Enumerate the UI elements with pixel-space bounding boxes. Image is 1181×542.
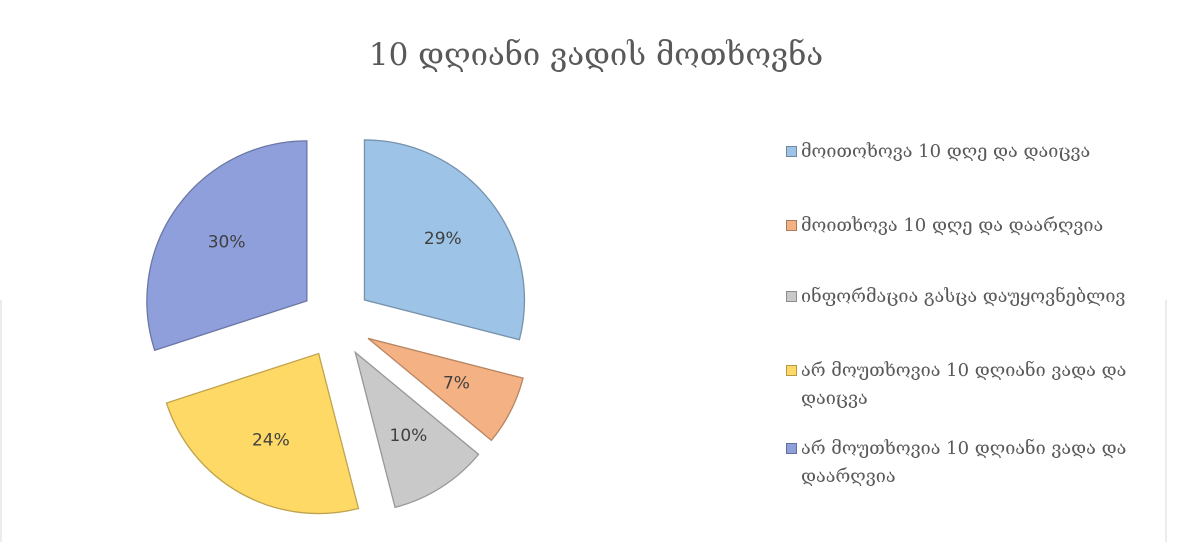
pie-slice: [146, 140, 308, 352]
pie-slice: [367, 337, 524, 442]
data-label: 29%: [424, 229, 462, 249]
legend-label: მოითხოვა 10 დღე და დაარღვია: [801, 215, 1104, 236]
data-label: 30%: [208, 233, 246, 253]
legend-swatch: [786, 291, 797, 302]
legend-item: მოითხოვა 10 დღე და დაარღვია: [786, 212, 1166, 240]
legend-item: არ მოუთხოვია 10 დღიანი ვადა და დაიცვა: [786, 357, 1166, 413]
legend-swatch: [786, 146, 797, 157]
legend-item: მოითოხოვა 10 დღე და დაიცვა: [786, 138, 1166, 166]
legend-item: ინფორმაცია გასცა დაუყოვნებლივ: [786, 283, 1166, 311]
pie-slice: [354, 350, 480, 509]
legend-label: ინფორმაცია გასცა დაუყოვნებლივ: [801, 286, 1126, 307]
data-label: 24%: [252, 430, 290, 450]
legend-swatch: [786, 443, 797, 454]
legend-label: არ მოუთხოვია 10 დღიანი ვადა და დაიცვა: [801, 360, 1127, 409]
legend-swatch: [786, 220, 797, 231]
data-label: 10%: [390, 426, 428, 446]
data-label: 7%: [443, 373, 470, 393]
legend-swatch: [786, 365, 797, 376]
chart-title: 10 დღიანი ვადის მოთხოვნა: [369, 37, 823, 73]
legend-label: მოითოხოვა 10 დღე და დაიცვა: [801, 141, 1091, 162]
legend-item: არ მოუთხოვია 10 დღიანი ვადა და დაარღვია: [786, 435, 1166, 491]
legend-label: არ მოუთხოვია 10 დღიანი ვადა და დაარღვია: [801, 438, 1127, 487]
pie-slice: [363, 139, 526, 341]
pie-slice: [165, 352, 360, 515]
